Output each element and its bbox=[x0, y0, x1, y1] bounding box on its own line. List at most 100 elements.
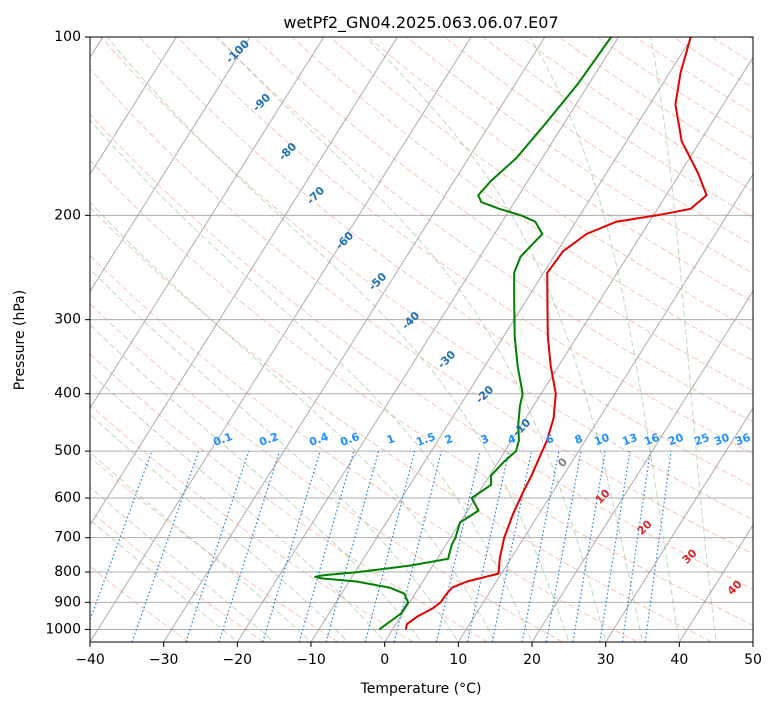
mixing-ratio-line bbox=[466, 450, 510, 642]
x-tick-label: −30 bbox=[149, 652, 179, 668]
dry-adiabat bbox=[90, 456, 339, 642]
isotherm-line bbox=[90, 37, 325, 410]
moist-adiabat bbox=[529, 37, 680, 640]
mixing-ratio-label: 1 bbox=[385, 432, 397, 447]
mixing-ratio-line bbox=[298, 450, 355, 642]
dry-adiabat bbox=[635, 37, 753, 114]
dry-adiabat bbox=[711, 37, 753, 64]
isotherm-line bbox=[310, 37, 693, 642]
moist-adiabat bbox=[217, 37, 606, 640]
y-tick-label: 700 bbox=[54, 530, 81, 546]
mixing-ratio-label: 8 bbox=[573, 432, 585, 447]
mixing-ratio-line bbox=[185, 450, 250, 642]
mixing-ratio-label: 3 bbox=[479, 432, 491, 447]
y-tick-label: 200 bbox=[54, 207, 81, 223]
mixing-ratio-label: 30 bbox=[712, 431, 731, 449]
dry-adiabat bbox=[406, 37, 753, 274]
isotherm-label: 30 bbox=[680, 546, 700, 566]
mixing-ratio-label: 1.5 bbox=[414, 430, 437, 449]
x-tick-label: 20 bbox=[523, 652, 541, 668]
dry-adiabat bbox=[90, 303, 563, 642]
mixing-ratio-line bbox=[621, 451, 651, 642]
mixing-ratio-line bbox=[262, 450, 321, 642]
moist-adiabat bbox=[90, 413, 346, 640]
isotherm-line bbox=[90, 37, 398, 527]
mixing-ratio-label: 6 bbox=[544, 432, 556, 447]
isotherm-label: -70 bbox=[304, 184, 327, 207]
y-axis-title: Pressure (hPa) bbox=[12, 290, 28, 390]
x-tick-label: −20 bbox=[223, 652, 253, 668]
y-tick-label: 900 bbox=[54, 594, 81, 610]
dry-adiabat bbox=[367, 37, 753, 303]
moist-adiabat bbox=[364, 37, 643, 640]
dry-adiabat bbox=[90, 206, 712, 642]
dry-adiabat bbox=[90, 353, 488, 642]
plot-frame bbox=[89, 36, 754, 643]
mixing-ratio-line bbox=[521, 450, 560, 642]
grid bbox=[90, 37, 753, 642]
x-axis: −40 −30 −20 −10 0 10 20 30 40 50 bbox=[75, 642, 762, 668]
isotherm-line bbox=[752, 641, 753, 642]
mixing-ratio-label: 0.4 bbox=[307, 430, 330, 449]
dry-adiabat bbox=[90, 510, 264, 642]
isotherm-label: -60 bbox=[333, 229, 356, 252]
dry-adiabat bbox=[90, 67, 753, 555]
mixing-ratio-labels: 0.1 0.2 0.4 0.6 1 1.5 2 3 4 6 8 10 13 16 20 25 30 36 bbox=[211, 430, 752, 449]
y-tick-label: 500 bbox=[54, 443, 81, 459]
moist-adiabat bbox=[90, 486, 272, 640]
moist-adiabat bbox=[90, 324, 421, 640]
isotherm-line bbox=[90, 37, 251, 293]
isotherm-line bbox=[90, 37, 472, 642]
y-tick-label: 600 bbox=[54, 490, 81, 506]
dry-adiabat bbox=[482, 37, 753, 219]
x-tick-label: 0 bbox=[380, 652, 389, 668]
x-tick-label: 30 bbox=[597, 652, 615, 668]
x-tick-label: −40 bbox=[75, 652, 105, 668]
dry-adiabat bbox=[90, 565, 190, 642]
mixing-ratio-label: 16 bbox=[642, 431, 661, 449]
dry-adiabat bbox=[291, 37, 753, 362]
isotherm-line bbox=[457, 173, 753, 642]
mixing-ratio-line bbox=[599, 451, 631, 642]
dry-adiabat bbox=[138, 37, 753, 488]
isotherm-line bbox=[163, 37, 546, 642]
isotherm-label: -80 bbox=[276, 140, 299, 163]
moist-adiabat bbox=[90, 268, 458, 640]
isotherm-line bbox=[384, 56, 753, 642]
x-tick-label: −10 bbox=[296, 652, 326, 668]
mixing-ratio-label: 0.2 bbox=[257, 430, 280, 449]
x-tick-label: 10 bbox=[449, 652, 467, 668]
isotherm-line bbox=[678, 524, 753, 642]
isotherm-line bbox=[90, 37, 177, 176]
mixing-ratio-line bbox=[491, 450, 533, 642]
moist-adiabat bbox=[90, 119, 532, 640]
x-tick-label: 50 bbox=[744, 652, 762, 668]
mixing-ratio-line bbox=[364, 450, 416, 642]
y-tick-label: 100 bbox=[54, 29, 81, 45]
mixing-ratio-line bbox=[218, 450, 281, 642]
isotherm-label: -90 bbox=[250, 91, 273, 114]
series-layer bbox=[314, 37, 708, 631]
mixing-ratio-label: 20 bbox=[666, 431, 685, 449]
mixing-ratio-label: 25 bbox=[692, 431, 711, 448]
mixing-ratio-label: 13 bbox=[620, 431, 639, 448]
dry-adiabat bbox=[90, 254, 638, 642]
moist-adiabat bbox=[650, 37, 717, 640]
mixing-ratio-line bbox=[325, 450, 380, 642]
x-axis-title: Temperature (°C) bbox=[360, 681, 482, 697]
dry-adiabat bbox=[558, 37, 753, 165]
mixing-ratio-line bbox=[572, 451, 606, 642]
x-tick-label: 40 bbox=[670, 652, 688, 668]
mixing-ratio-line bbox=[90, 450, 153, 622]
mixing-ratio-label: 2 bbox=[443, 432, 455, 447]
chart-title: wetPf2_GN04.2025.063.06.07.E07 bbox=[283, 13, 558, 33]
mixing-ratio-line bbox=[545, 450, 582, 642]
isotherm-line bbox=[605, 407, 753, 642]
isotherm-line bbox=[236, 37, 619, 642]
temperature-profile-line bbox=[404, 37, 708, 630]
isotherm-label: 40 bbox=[725, 577, 745, 597]
y-tick-label: 800 bbox=[54, 564, 81, 580]
moist-adiabat bbox=[90, 201, 495, 640]
mixing-ratio-label: 0.6 bbox=[338, 430, 361, 449]
